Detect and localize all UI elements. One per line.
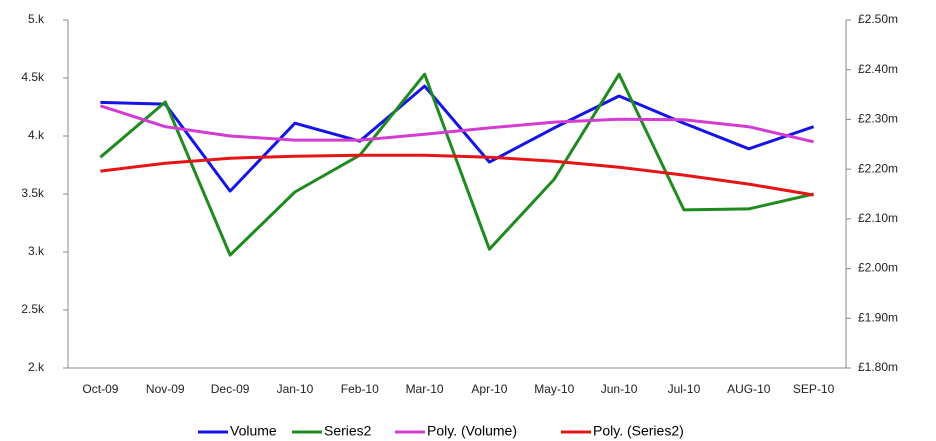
y-tick-label: 4.k (28, 128, 45, 142)
legend-label: Poly. (Volume) (427, 423, 517, 439)
y-tick-label: 2.5k (21, 302, 45, 316)
x-tick-label: Apr-10 (471, 382, 507, 396)
x-tick-label: May-10 (534, 382, 574, 396)
y2-tick-label: £1.80m (858, 360, 898, 374)
legend-label: Poly. (Series2) (593, 423, 684, 439)
series-line (100, 84, 815, 193)
x-tick-label: Mar-10 (406, 382, 444, 396)
x-tick-label: Jan-10 (277, 382, 314, 396)
y2-tick-label: £2.00m (858, 261, 898, 275)
series-line (100, 153, 814, 197)
y-tick-label: 3.5k (21, 186, 45, 200)
x-tick-label: Nov-09 (146, 382, 185, 396)
y2-tick-label: £2.20m (858, 161, 898, 175)
y2-tick-label: £1.90m (858, 310, 898, 324)
x-tick-label: Jul-10 (668, 382, 701, 396)
series-line (99, 72, 814, 257)
y-tick-label: 2.k (28, 360, 45, 374)
series-line (99, 104, 814, 144)
y-tick-label: 4.5k (21, 70, 45, 84)
y2-tick-label: £2.30m (858, 112, 898, 126)
x-tick-label: AUG-10 (727, 382, 771, 396)
x-tick-label: Oct-09 (82, 382, 118, 396)
y2-tick-label: £2.10m (858, 211, 898, 225)
y2-tick-label: £2.40m (858, 62, 898, 76)
x-tick-label: SEP-10 (793, 382, 835, 396)
y-tick-label: 5.k (28, 12, 45, 26)
y-tick-label: 3.k (28, 244, 45, 258)
legend-label: Volume (230, 423, 277, 439)
x-tick-label: Jun-10 (601, 382, 638, 396)
x-tick-label: Dec-09 (211, 382, 250, 396)
x-tick-label: Feb-10 (341, 382, 379, 396)
legend-label: Series2 (324, 423, 372, 439)
y2-tick-label: £2.50m (858, 12, 898, 26)
